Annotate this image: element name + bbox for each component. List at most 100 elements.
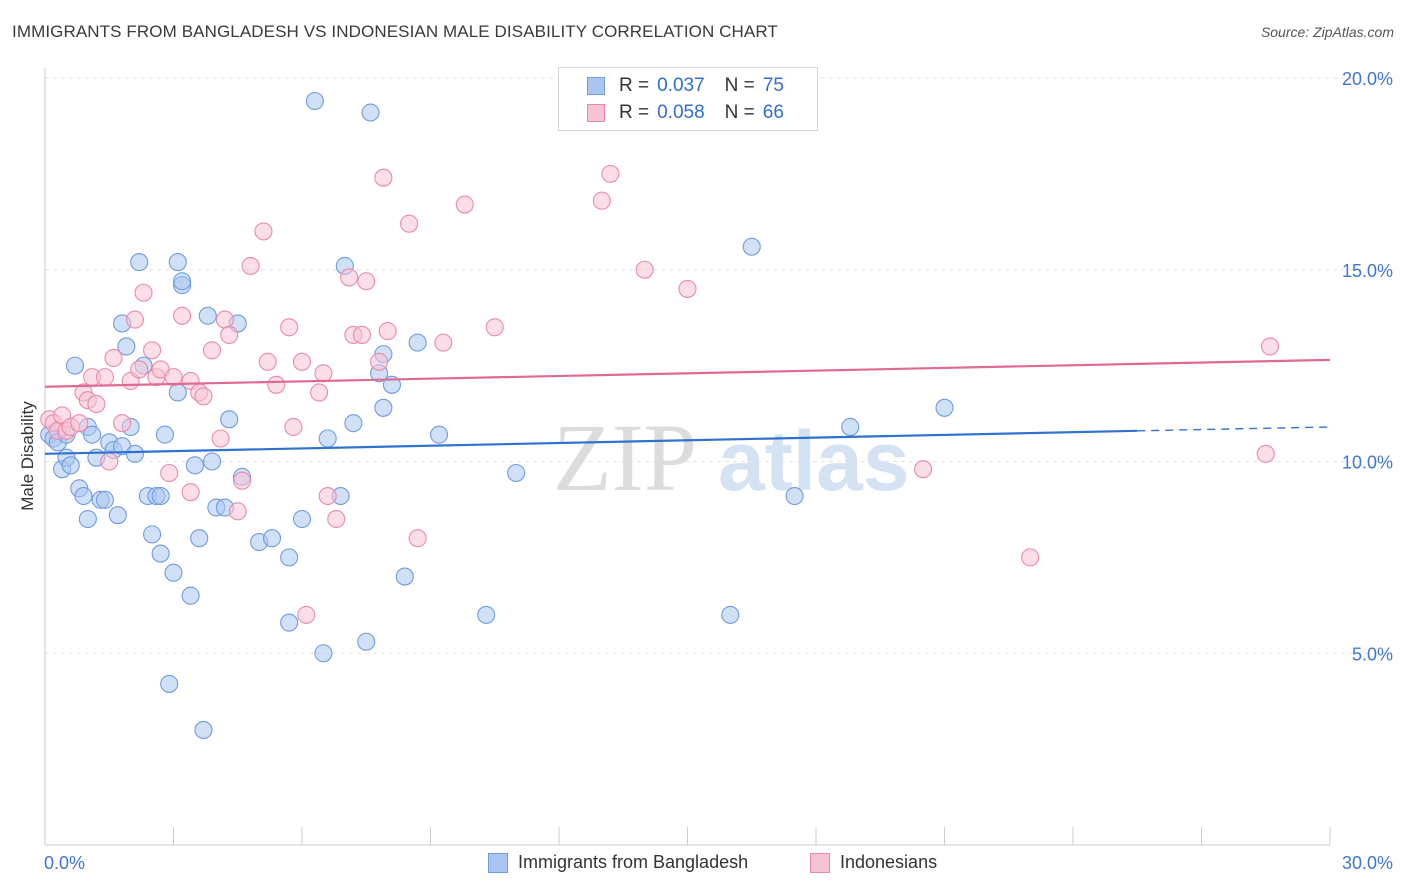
data-point bbox=[168, 253, 187, 272]
data-point bbox=[292, 509, 312, 529]
r-label: R = bbox=[619, 102, 650, 123]
data-point bbox=[220, 325, 239, 344]
x-tick-label: 0.0% bbox=[44, 853, 85, 873]
data-point bbox=[190, 529, 209, 548]
data-point bbox=[721, 605, 740, 624]
data-point bbox=[361, 103, 380, 122]
data-point bbox=[134, 283, 153, 302]
data-point bbox=[151, 486, 170, 506]
data-point bbox=[434, 333, 453, 352]
source-label: Source: ZipAtlas.com bbox=[1260, 24, 1394, 40]
data-point bbox=[143, 525, 162, 544]
data-point bbox=[164, 563, 183, 582]
data-point bbox=[340, 268, 359, 287]
data-point bbox=[284, 417, 303, 437]
data-point bbox=[108, 506, 127, 525]
legend-row-bangladesh: R = 0.037 N = 75 bbox=[587, 74, 784, 98]
data-point bbox=[173, 272, 192, 291]
data-point bbox=[143, 341, 162, 360]
legend-swatch-indonesians bbox=[810, 852, 830, 873]
data-point bbox=[280, 318, 299, 337]
stats-legend: R = 0.037 N = 75 R = 0.058 N = 66 bbox=[558, 67, 818, 131]
data-point bbox=[83, 425, 102, 444]
data-point bbox=[785, 486, 804, 506]
data-point bbox=[74, 486, 93, 506]
data-point bbox=[1021, 548, 1040, 567]
data-point bbox=[215, 310, 234, 329]
data-point bbox=[241, 256, 260, 275]
trend-line-indonesians bbox=[44, 358, 1331, 388]
legend-swatch-bangladesh bbox=[488, 852, 508, 873]
data-point bbox=[155, 425, 174, 444]
r-label: R = bbox=[619, 75, 650, 96]
data-point bbox=[220, 410, 239, 429]
data-point bbox=[507, 463, 526, 483]
chart-title: IMMIGRANTS FROM BANGLADESH VS INDONESIAN… bbox=[12, 22, 778, 41]
data-point bbox=[254, 222, 273, 241]
data-point bbox=[370, 352, 389, 371]
trend-line-extension bbox=[1137, 426, 1331, 432]
data-point bbox=[430, 425, 449, 444]
data-point bbox=[374, 168, 393, 187]
data-point bbox=[198, 306, 217, 325]
data-point bbox=[395, 567, 414, 586]
x-tick-label: 30.0% bbox=[1342, 853, 1393, 873]
data-point bbox=[408, 333, 427, 352]
y-tick-label: 5.0% bbox=[1352, 644, 1393, 664]
data-point bbox=[181, 586, 200, 605]
trend-lines bbox=[44, 358, 1331, 455]
data-point bbox=[742, 237, 761, 256]
data-point bbox=[1256, 444, 1275, 463]
data-point bbox=[173, 306, 192, 325]
data-point bbox=[160, 674, 179, 693]
data-point bbox=[87, 394, 106, 414]
data-point bbox=[477, 605, 496, 624]
data-point bbox=[100, 452, 119, 471]
data-point bbox=[70, 414, 89, 433]
data-point bbox=[95, 368, 115, 387]
data-point bbox=[117, 337, 136, 356]
legend-item-bangladesh[interactable]: Immigrants from Bangladesh bbox=[488, 852, 748, 873]
data-point bbox=[357, 272, 376, 291]
data-point bbox=[164, 368, 183, 387]
data-point bbox=[125, 310, 144, 329]
data-point bbox=[378, 322, 397, 341]
n-value-indonesians: 66 bbox=[762, 102, 784, 123]
x-tick-labels: 0.0% 30.0% bbox=[44, 853, 1393, 873]
watermark-zip: ZIP bbox=[553, 404, 697, 511]
data-point bbox=[95, 490, 115, 509]
data-point bbox=[194, 387, 213, 406]
data-point bbox=[318, 429, 337, 448]
data-point bbox=[280, 548, 299, 567]
data-point bbox=[113, 414, 132, 433]
legend-swatch-indonesians bbox=[587, 104, 605, 122]
data-point bbox=[280, 613, 299, 632]
legend-item-indonesians[interactable]: Indonesians bbox=[810, 852, 937, 873]
watermark-atlas: atlas bbox=[718, 414, 909, 508]
series-legend: Immigrants from Bangladesh Indonesians bbox=[0, 852, 1406, 876]
y-axis-label: Male Disability bbox=[18, 401, 37, 511]
data-point bbox=[678, 279, 697, 298]
legend-row-indonesians: R = 0.058 N = 66 bbox=[587, 101, 784, 125]
data-point bbox=[228, 502, 247, 521]
n-value-bangladesh: 75 bbox=[762, 75, 784, 96]
data-point bbox=[181, 483, 200, 502]
data-point bbox=[160, 463, 179, 483]
y-tick-label: 15.0% bbox=[1342, 261, 1393, 281]
data-point bbox=[203, 452, 222, 471]
legend-swatch-bangladesh bbox=[587, 77, 605, 95]
r-value-bangladesh: 0.037 bbox=[657, 75, 705, 96]
data-point bbox=[914, 460, 933, 479]
data-point bbox=[292, 352, 312, 371]
points-indonesians bbox=[40, 164, 1280, 624]
data-point bbox=[203, 341, 222, 360]
data-point bbox=[267, 375, 286, 394]
gridlines bbox=[45, 77, 1392, 654]
data-point bbox=[1260, 337, 1280, 356]
n-label: N = bbox=[724, 102, 755, 123]
data-point bbox=[400, 214, 419, 233]
data-point bbox=[310, 383, 329, 402]
data-point bbox=[352, 325, 372, 344]
axes bbox=[44, 68, 1331, 846]
